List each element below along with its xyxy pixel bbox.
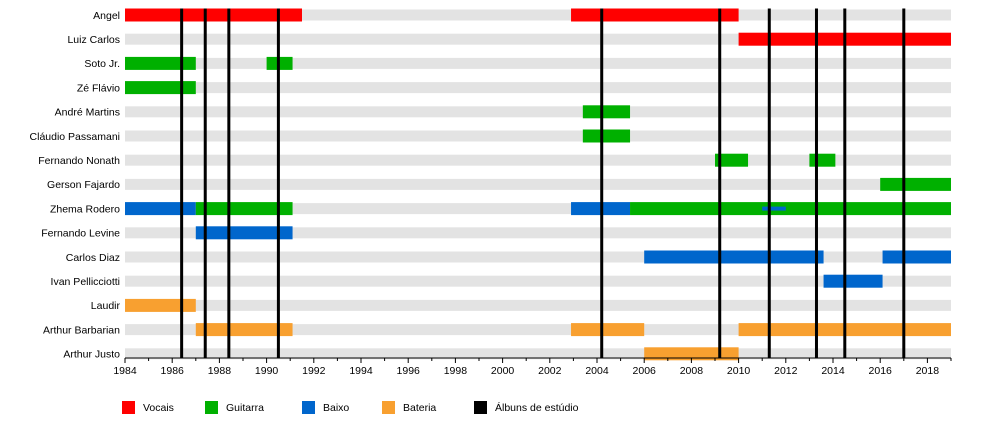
- membership-bar: [880, 177, 951, 191]
- legend-label: Baixo: [323, 402, 349, 414]
- x-tick-label: 1992: [302, 365, 326, 377]
- membership-bar: [644, 347, 739, 361]
- membership-bar: [125, 56, 196, 70]
- member-labels: Angel Luiz Carlos Soto Jr. Zé Flávio André M…: [30, 10, 121, 361]
- legend-label: Álbuns de estúdio: [495, 401, 579, 414]
- x-tick-label: 2010: [727, 365, 751, 377]
- member-label: Fernando Levine: [41, 228, 120, 240]
- x-tick-label: 2002: [538, 365, 562, 377]
- membership-bar: [571, 8, 739, 22]
- membership-bar: [125, 8, 302, 22]
- legend-swatch: [302, 401, 315, 414]
- row-stripe: [125, 324, 951, 336]
- member-label: Fernando Nonath: [38, 155, 120, 167]
- member-label: Cláudio Passamani: [30, 131, 120, 143]
- row-stripe: [125, 275, 951, 287]
- legend-label: Vocais: [143, 402, 174, 414]
- legend-swatch: [382, 401, 395, 414]
- x-tick-label: 2008: [680, 365, 704, 377]
- row-stripe: [125, 299, 951, 311]
- membership-bar: [882, 250, 951, 264]
- member-label: Zhema Rodero: [50, 203, 120, 215]
- row-stripe: [125, 348, 951, 360]
- legend-swatch: [122, 401, 135, 414]
- member-label: André Martins: [55, 107, 120, 119]
- legend-label: Guitarra: [226, 402, 264, 414]
- member-label: Laudir: [91, 300, 121, 312]
- member-label: Zé Flávio: [77, 82, 120, 94]
- membership-bar: [125, 81, 196, 95]
- row-stripe: [125, 251, 951, 263]
- member-label: Arthur Justo: [63, 349, 120, 361]
- x-tick-label: 2012: [774, 365, 798, 377]
- membership-bars: [125, 8, 951, 361]
- legend: Vocais Guitarra Baixo Bateria Álbuns de estú…: [122, 401, 579, 414]
- legend-label: Bateria: [403, 402, 436, 414]
- row-stripe: [125, 106, 951, 118]
- membership-bar: [195, 226, 293, 240]
- member-label: Luiz Carlos: [67, 34, 120, 46]
- row-stripe: [125, 227, 951, 239]
- x-tick-label: 1986: [161, 365, 185, 377]
- x-tick-label: 1996: [397, 365, 421, 377]
- row-stripe: [125, 130, 951, 142]
- x-tick-label: 2006: [633, 365, 657, 377]
- x-tick-label: 2000: [491, 365, 515, 377]
- x-tick-label: 1998: [444, 365, 468, 377]
- secondary-role-bar: [762, 206, 786, 211]
- membership-bar: [195, 323, 293, 337]
- membership-bar: [125, 298, 196, 312]
- x-axis: 1984 1986 1988 1990 1992 1994 1996 1998 2000 2002…: [113, 357, 952, 377]
- member-label: Soto Jr.: [84, 58, 120, 70]
- row-stripe: [125, 178, 951, 190]
- album-release-lines: [180, 8, 906, 358]
- membership-bar: [630, 202, 951, 216]
- member-label: Angel: [93, 10, 120, 22]
- membership-bar: [571, 323, 645, 337]
- membership-bar: [823, 274, 883, 288]
- membership-bar: [125, 202, 196, 216]
- member-label: Carlos Diaz: [66, 252, 120, 264]
- member-label: Arthur Barbarian: [43, 324, 120, 336]
- membership-bar: [195, 202, 293, 216]
- membership-bar: [715, 153, 749, 167]
- legend-swatch: [205, 401, 218, 414]
- member-label: Gerson Fajardo: [47, 179, 120, 191]
- x-tick-label: 1988: [208, 365, 232, 377]
- member-label: Ivan Pellicciotti: [51, 276, 120, 288]
- x-tick-label: 1984: [113, 365, 137, 377]
- row-stripe: [125, 57, 951, 69]
- row-stripe: [125, 33, 951, 45]
- row-stripe: [125, 82, 951, 94]
- membership-bar: [809, 153, 836, 167]
- x-tick-label: 2018: [916, 365, 940, 377]
- membership-bar: [644, 250, 824, 264]
- x-tick-label: 2014: [821, 365, 845, 377]
- membership-bar: [582, 129, 631, 143]
- row-stripe: [125, 9, 951, 21]
- row-stripe: [125, 203, 951, 215]
- x-tick-label: 2004: [585, 365, 609, 377]
- x-tick-label: 2016: [869, 365, 893, 377]
- row-stripes: [125, 9, 951, 360]
- row-stripe: [125, 154, 951, 166]
- legend-swatch: [474, 401, 487, 414]
- membership-bar: [582, 105, 631, 119]
- x-tick-label: 1990: [255, 365, 279, 377]
- x-tick-label: 1994: [349, 365, 373, 377]
